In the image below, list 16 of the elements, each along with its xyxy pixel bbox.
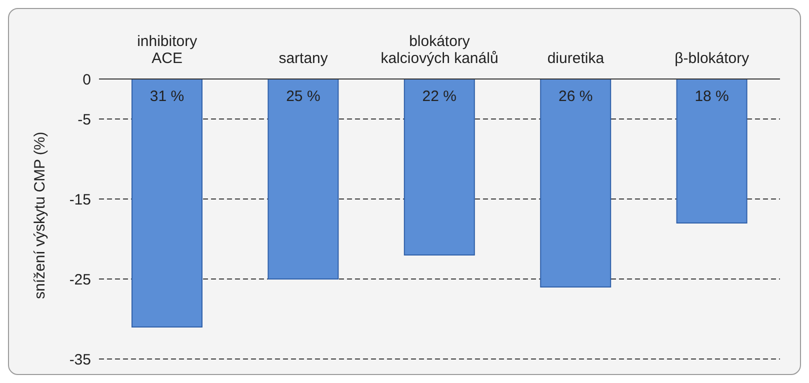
y-tick-label: -5 — [78, 111, 91, 128]
x-tick-label: blokátory kalciových kanálů — [380, 33, 498, 67]
x-tick-label: inhibitory ACE — [137, 33, 198, 67]
annotation: 18 % — [694, 88, 729, 105]
annotation: 26 % — [558, 88, 593, 105]
x-tick-label: β-blokátory — [674, 50, 750, 67]
annotation: 22 % — [422, 88, 456, 105]
y-tick-label: -25 — [69, 271, 91, 288]
y-axis-title: snížení výskytu CMP (%) — [31, 132, 48, 299]
x-tick-label: sartany — [278, 50, 328, 67]
y-tick-label: -35 — [69, 351, 91, 368]
annotation: 31 % — [150, 88, 184, 105]
y-tick-label: -15 — [69, 191, 91, 208]
annotation: 25 % — [286, 88, 320, 105]
x-tick-label: diuretika — [547, 50, 605, 67]
y-tick-label: 0 — [82, 71, 91, 88]
